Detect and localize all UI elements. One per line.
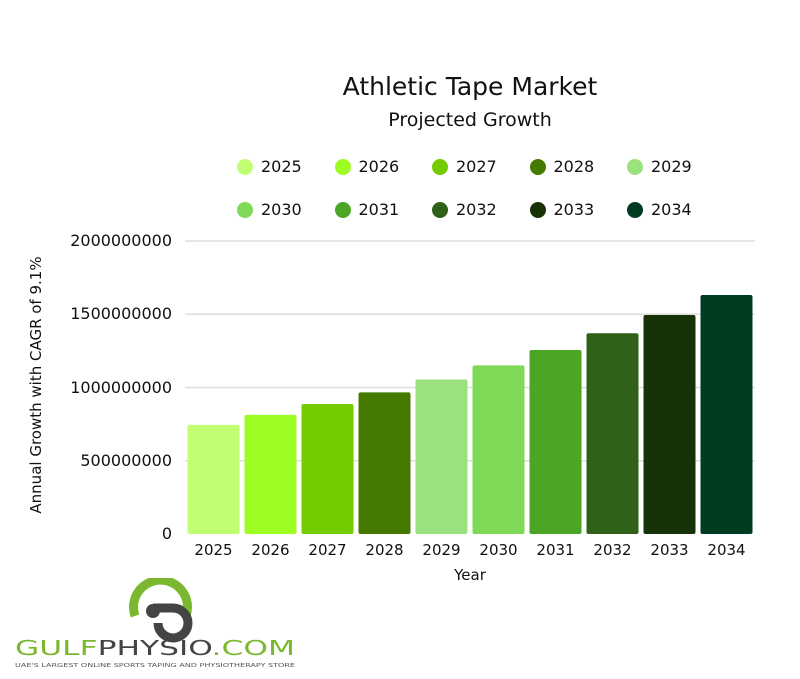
legend-label: 2026 (358, 157, 400, 176)
legend-label: 2031 (358, 200, 400, 219)
legend-label: 2030 (261, 200, 302, 219)
legend-item: 2027 (432, 157, 497, 177)
x-tick-label: 2025 (194, 541, 233, 559)
legend-label: 2029 (651, 157, 692, 176)
x-tick-label: 2028 (365, 541, 404, 559)
bar-2030 (472, 365, 525, 534)
legend-swatch (627, 202, 643, 218)
y-axis-label: Annual Growth with CAGR of 9.1% (27, 256, 45, 514)
svg-text:UAE'S LARGEST ONLINE SPORTS TA: UAE'S LARGEST ONLINE SPORTS TAPING AND P… (15, 663, 296, 669)
gulfphysio-logo: GULF PHYSIO .COM UAE'S LARGEST ONLINE SPOR… (15, 578, 296, 669)
legend-swatch (237, 202, 253, 218)
y-tick-label: 1000000000 (70, 377, 172, 397)
legend-item: 2033 (529, 200, 595, 220)
legend-swatch (334, 159, 351, 175)
x-tick-label: 2026 (251, 541, 290, 559)
y-tick-label: 2000000000 (70, 231, 172, 250)
legend-label: 2027 (456, 157, 497, 176)
bar-2027 (301, 404, 354, 534)
legend-label: 2028 (553, 157, 595, 176)
legend-item: 2034 (627, 200, 692, 220)
legend-item: 2025 (237, 157, 302, 177)
x-tick-label: 2034 (707, 541, 746, 559)
legend-label: 2033 (553, 200, 595, 219)
x-tick-label: 2027 (308, 541, 347, 559)
y-tick-label: 500000000 (80, 450, 172, 470)
bar-2031 (529, 349, 582, 534)
x-tick-label: 2032 (593, 541, 632, 559)
legend-item: 2028 (529, 157, 595, 177)
legend-swatch (432, 202, 448, 218)
legend-label: 2034 (651, 200, 692, 219)
chart-subtitle: Projected Growth (388, 109, 552, 131)
legend-swatch (237, 159, 253, 175)
bar-2025 (187, 424, 240, 534)
x-tick-label: 2030 (479, 541, 518, 559)
legend-item: 2030 (237, 200, 302, 220)
plot-area (185, 240, 755, 534)
bar-2034 (700, 295, 753, 534)
legend-item: 2031 (334, 200, 400, 220)
x-axis-label: Year (454, 566, 486, 584)
y-tick-label: 0 (161, 524, 172, 543)
x-tick-label: 2033 (650, 541, 689, 559)
x-tick-label: 2031 (536, 541, 575, 559)
x-tick-label: 2029 (422, 541, 461, 559)
legend-swatch (432, 159, 448, 175)
bar-2028 (358, 392, 411, 534)
legend-swatch (529, 159, 546, 175)
legend-swatch (529, 202, 546, 218)
chart-title: Athletic Tape Market (342, 72, 598, 101)
bar-2026 (244, 414, 297, 534)
legend-swatch (334, 202, 351, 218)
legend-item: 2029 (627, 157, 692, 177)
bar-2033 (643, 314, 696, 534)
y-tick-label: 1500000000 (70, 304, 172, 324)
legend-item: 2026 (334, 157, 400, 177)
bar-2029 (415, 379, 468, 534)
legend-swatch (627, 159, 643, 175)
legend-label: 2025 (261, 157, 302, 176)
bar-2032 (586, 333, 639, 534)
legend-item: 2032 (432, 200, 497, 220)
legend-label: 2032 (456, 200, 497, 219)
